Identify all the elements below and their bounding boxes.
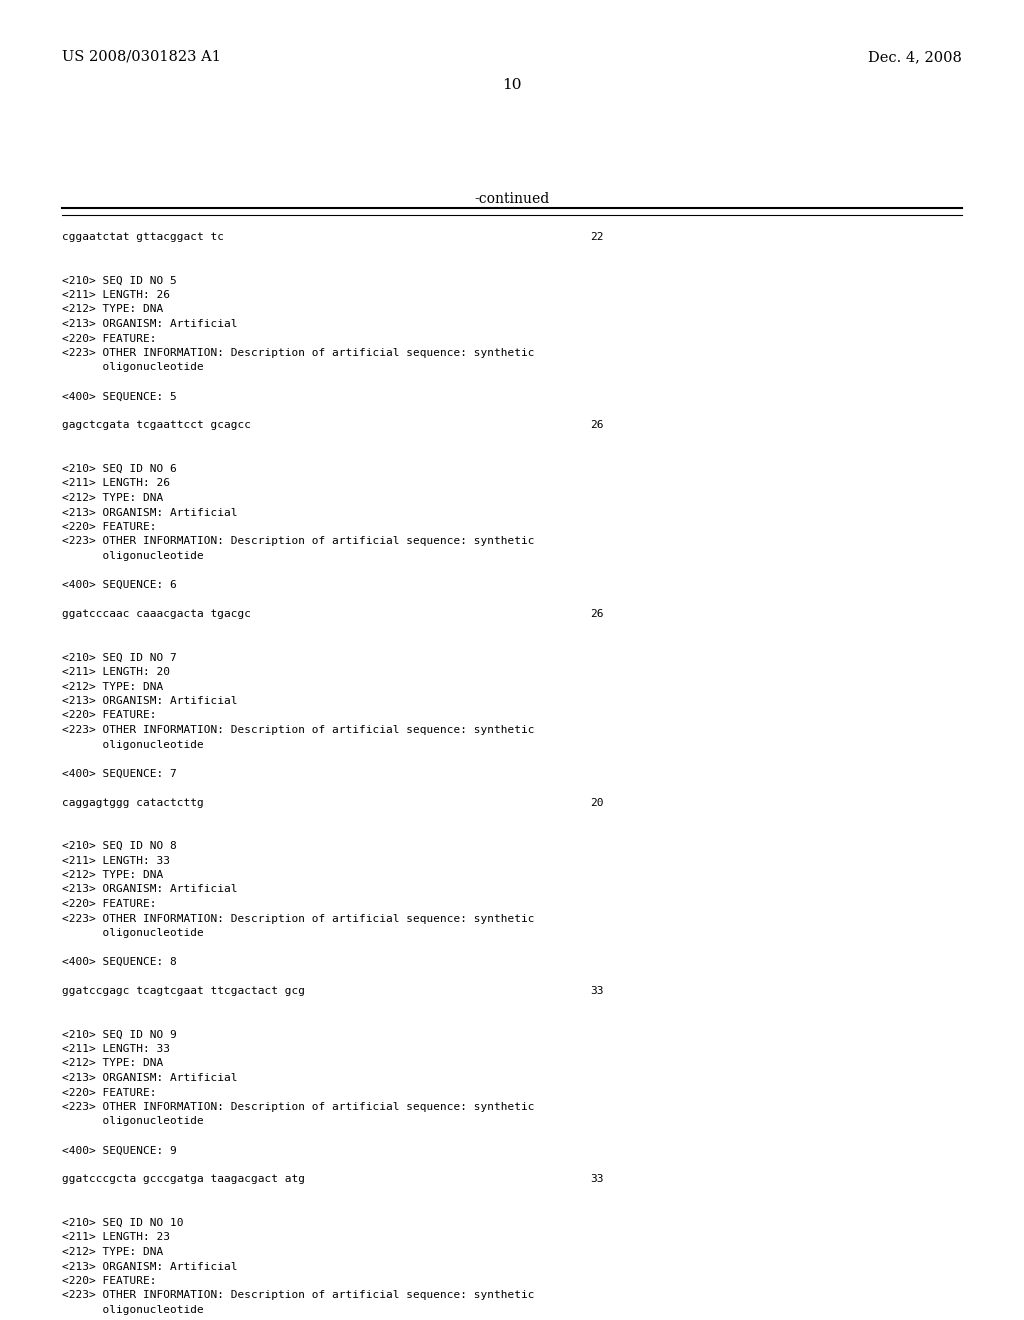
Text: <223> OTHER INFORMATION: Description of artificial sequence: synthetic: <223> OTHER INFORMATION: Description of … xyxy=(62,725,535,735)
Text: <210> SEQ ID NO 5: <210> SEQ ID NO 5 xyxy=(62,276,177,285)
Text: oligonucleotide: oligonucleotide xyxy=(62,1305,204,1315)
Text: <210> SEQ ID NO 8: <210> SEQ ID NO 8 xyxy=(62,841,177,851)
Text: <211> LENGTH: 26: <211> LENGTH: 26 xyxy=(62,290,170,300)
Text: <223> OTHER INFORMATION: Description of artificial sequence: synthetic: <223> OTHER INFORMATION: Description of … xyxy=(62,536,535,546)
Text: ggatcccgcta gcccgatga taagacgact atg: ggatcccgcta gcccgatga taagacgact atg xyxy=(62,1175,305,1184)
Text: 26: 26 xyxy=(590,421,603,430)
Text: oligonucleotide: oligonucleotide xyxy=(62,928,204,939)
Text: <220> FEATURE:: <220> FEATURE: xyxy=(62,521,157,532)
Text: <212> TYPE: DNA: <212> TYPE: DNA xyxy=(62,870,163,880)
Text: <400> SEQUENCE: 6: <400> SEQUENCE: 6 xyxy=(62,579,177,590)
Text: oligonucleotide: oligonucleotide xyxy=(62,363,204,372)
Text: <211> LENGTH: 33: <211> LENGTH: 33 xyxy=(62,1044,170,1053)
Text: 33: 33 xyxy=(590,1175,603,1184)
Text: <213> ORGANISM: Artificial: <213> ORGANISM: Artificial xyxy=(62,884,238,895)
Text: <212> TYPE: DNA: <212> TYPE: DNA xyxy=(62,305,163,314)
Text: <211> LENGTH: 23: <211> LENGTH: 23 xyxy=(62,1233,170,1242)
Text: caggagtggg catactcttg: caggagtggg catactcttg xyxy=(62,797,204,808)
Text: <213> ORGANISM: Artificial: <213> ORGANISM: Artificial xyxy=(62,1073,238,1082)
Text: <210> SEQ ID NO 9: <210> SEQ ID NO 9 xyxy=(62,1030,177,1040)
Text: <220> FEATURE:: <220> FEATURE: xyxy=(62,1276,157,1286)
Text: <400> SEQUENCE: 5: <400> SEQUENCE: 5 xyxy=(62,392,177,401)
Text: <223> OTHER INFORMATION: Description of artificial sequence: synthetic: <223> OTHER INFORMATION: Description of … xyxy=(62,348,535,358)
Text: <212> TYPE: DNA: <212> TYPE: DNA xyxy=(62,681,163,692)
Text: <400> SEQUENCE: 9: <400> SEQUENCE: 9 xyxy=(62,1146,177,1155)
Text: ggatcccaac caaacgacta tgacgc: ggatcccaac caaacgacta tgacgc xyxy=(62,609,251,619)
Text: <212> TYPE: DNA: <212> TYPE: DNA xyxy=(62,492,163,503)
Text: 26: 26 xyxy=(590,609,603,619)
Text: -continued: -continued xyxy=(474,191,550,206)
Text: <213> ORGANISM: Artificial: <213> ORGANISM: Artificial xyxy=(62,1262,238,1271)
Text: 20: 20 xyxy=(590,797,603,808)
Text: <213> ORGANISM: Artificial: <213> ORGANISM: Artificial xyxy=(62,507,238,517)
Text: Dec. 4, 2008: Dec. 4, 2008 xyxy=(868,50,962,63)
Text: <210> SEQ ID NO 6: <210> SEQ ID NO 6 xyxy=(62,465,177,474)
Text: oligonucleotide: oligonucleotide xyxy=(62,550,204,561)
Text: US 2008/0301823 A1: US 2008/0301823 A1 xyxy=(62,50,221,63)
Text: <220> FEATURE:: <220> FEATURE: xyxy=(62,334,157,343)
Text: <220> FEATURE:: <220> FEATURE: xyxy=(62,899,157,909)
Text: cggaatctat gttacggact tc: cggaatctat gttacggact tc xyxy=(62,232,224,242)
Text: <213> ORGANISM: Artificial: <213> ORGANISM: Artificial xyxy=(62,319,238,329)
Text: <220> FEATURE:: <220> FEATURE: xyxy=(62,710,157,721)
Text: <400> SEQUENCE: 7: <400> SEQUENCE: 7 xyxy=(62,768,177,779)
Text: <223> OTHER INFORMATION: Description of artificial sequence: synthetic: <223> OTHER INFORMATION: Description of … xyxy=(62,1291,535,1300)
Text: <211> LENGTH: 20: <211> LENGTH: 20 xyxy=(62,667,170,677)
Text: <212> TYPE: DNA: <212> TYPE: DNA xyxy=(62,1059,163,1068)
Text: <210> SEQ ID NO 7: <210> SEQ ID NO 7 xyxy=(62,652,177,663)
Text: oligonucleotide: oligonucleotide xyxy=(62,1117,204,1126)
Text: 22: 22 xyxy=(590,232,603,242)
Text: <400> SEQUENCE: 8: <400> SEQUENCE: 8 xyxy=(62,957,177,968)
Text: oligonucleotide: oligonucleotide xyxy=(62,739,204,750)
Text: <223> OTHER INFORMATION: Description of artificial sequence: synthetic: <223> OTHER INFORMATION: Description of … xyxy=(62,1102,535,1111)
Text: <220> FEATURE:: <220> FEATURE: xyxy=(62,1088,157,1097)
Text: ggatccgagc tcagtcgaat ttcgactact gcg: ggatccgagc tcagtcgaat ttcgactact gcg xyxy=(62,986,305,997)
Text: 33: 33 xyxy=(590,986,603,997)
Text: <212> TYPE: DNA: <212> TYPE: DNA xyxy=(62,1247,163,1257)
Text: <211> LENGTH: 26: <211> LENGTH: 26 xyxy=(62,479,170,488)
Text: <211> LENGTH: 33: <211> LENGTH: 33 xyxy=(62,855,170,866)
Text: gagctcgata tcgaattcct gcagcc: gagctcgata tcgaattcct gcagcc xyxy=(62,421,251,430)
Text: <210> SEQ ID NO 10: <210> SEQ ID NO 10 xyxy=(62,1218,183,1228)
Text: 10: 10 xyxy=(502,78,522,92)
Text: <213> ORGANISM: Artificial: <213> ORGANISM: Artificial xyxy=(62,696,238,706)
Text: <223> OTHER INFORMATION: Description of artificial sequence: synthetic: <223> OTHER INFORMATION: Description of … xyxy=(62,913,535,924)
